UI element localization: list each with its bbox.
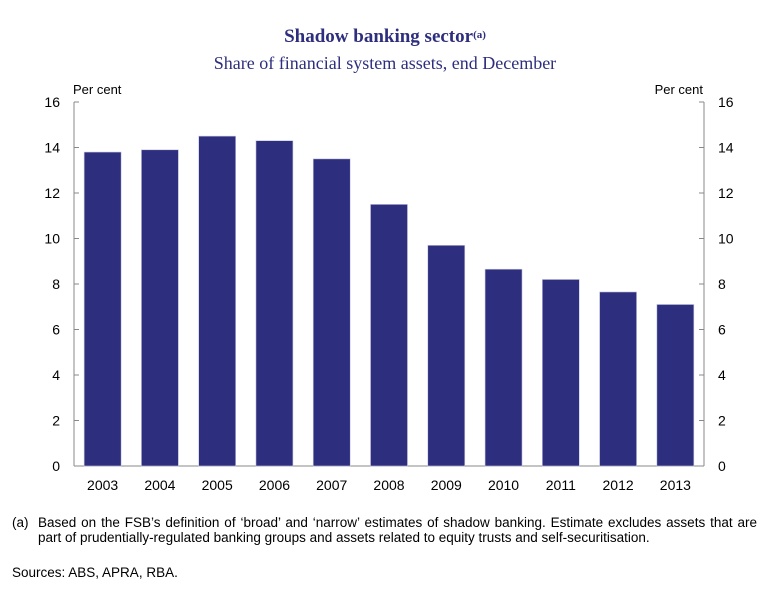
bar-2012 bbox=[599, 291, 637, 467]
footnote-label: (a) bbox=[12, 515, 29, 530]
right-tick-label: 0 bbox=[718, 458, 726, 474]
right-tick-label: 6 bbox=[718, 322, 726, 338]
bar-2010 bbox=[484, 268, 523, 467]
right-tick-label: 14 bbox=[718, 140, 734, 156]
right-tick-label: 12 bbox=[718, 185, 734, 201]
bar-2009 bbox=[427, 245, 466, 467]
x-tick-label: 2010 bbox=[488, 477, 519, 493]
left-tick-label: 0 bbox=[52, 458, 60, 474]
x-tick-label: 2013 bbox=[660, 477, 691, 493]
bar-2003 bbox=[83, 151, 122, 467]
x-tick-label: 2006 bbox=[259, 477, 290, 493]
bar-chart: 0 0 2 2 4 4 6 6 8 8 10 10 12 12 14 14 16 16 Per cent Per ce… bbox=[44, 82, 734, 493]
x-tick-label: 2011 bbox=[546, 477, 576, 493]
bar-2008 bbox=[370, 204, 408, 467]
x-tick-label: 2005 bbox=[202, 477, 233, 493]
x-tick-label: 2004 bbox=[144, 477, 175, 493]
x-tick-label: 2007 bbox=[316, 477, 347, 493]
bar-2011 bbox=[542, 279, 580, 467]
right-tick-label: 8 bbox=[718, 276, 726, 292]
left-tick-label: 14 bbox=[44, 140, 60, 156]
bar-2007 bbox=[312, 158, 351, 467]
footnote-text: Based on the FSB’s definition of ‘broad’… bbox=[38, 515, 757, 545]
right-tick-label: 10 bbox=[718, 231, 734, 247]
left-tick-label: 6 bbox=[52, 322, 60, 338]
right-tick-label: 2 bbox=[718, 413, 726, 429]
title-text: Shadow banking sector bbox=[284, 26, 474, 47]
bar-2006 bbox=[255, 140, 294, 467]
chart-subtitle: Share of financial system assets, end De… bbox=[213, 53, 557, 73]
left-tick-label: 4 bbox=[52, 367, 60, 383]
footnote: (a) Based on the FSB’s definition of ‘br… bbox=[12, 515, 757, 545]
chart-title: Shadow banking sector(a) bbox=[0, 26, 770, 48]
bar-2005 bbox=[198, 135, 236, 467]
x-tick-label: 2009 bbox=[431, 477, 462, 493]
bar-2004 bbox=[141, 149, 179, 467]
x-tick-label: 2012 bbox=[603, 477, 634, 493]
left-tick-label: 10 bbox=[44, 231, 60, 247]
x-tick-label: 2003 bbox=[87, 477, 118, 493]
right-tick-label: 4 bbox=[718, 367, 726, 383]
title-note-marker: (a) bbox=[473, 29, 486, 41]
right-axis-unit: Per cent bbox=[655, 82, 704, 97]
left-axis-unit: Per cent bbox=[73, 82, 122, 97]
left-tick-label: 16 bbox=[44, 94, 60, 110]
right-tick-label: 16 bbox=[718, 94, 734, 110]
x-tick-label: 2008 bbox=[373, 477, 404, 493]
bar-2013 bbox=[656, 304, 695, 467]
left-tick-label: 2 bbox=[52, 413, 60, 429]
left-tick-label: 12 bbox=[44, 185, 60, 201]
sources: Sources: ABS, APRA, RBA. bbox=[12, 565, 178, 580]
left-tick-label: 8 bbox=[52, 276, 60, 292]
